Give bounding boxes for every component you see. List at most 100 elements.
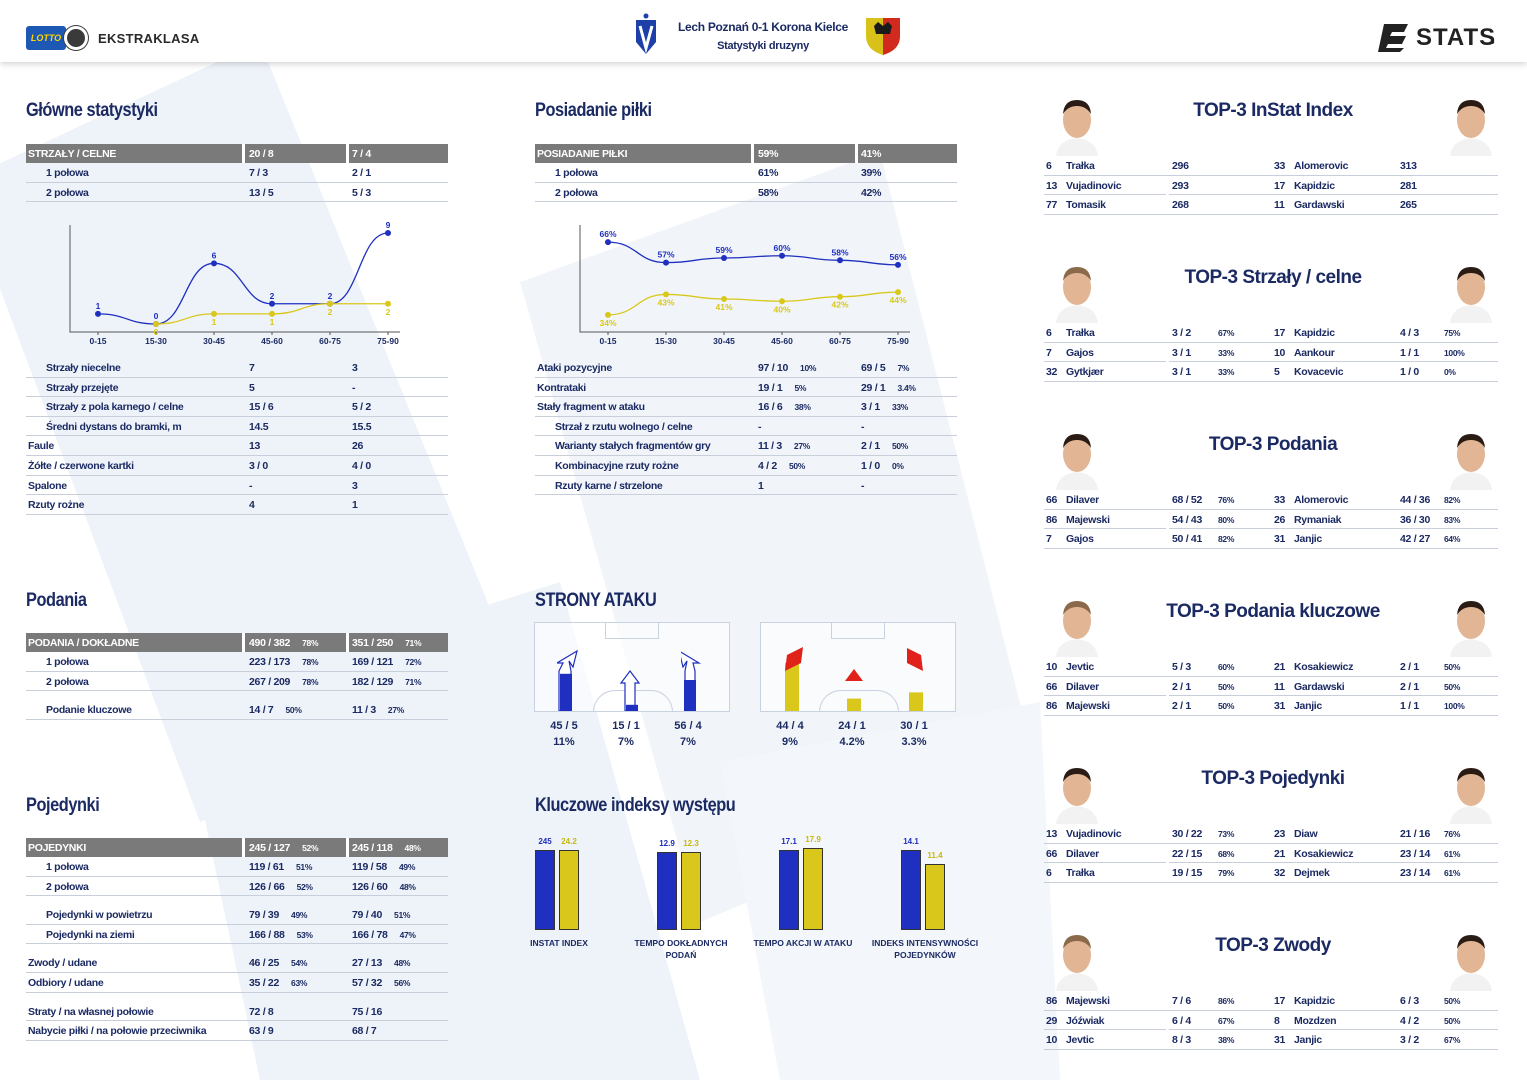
table-row: Ataki pozycyjne 97 / 10 10% 69 / 5 7% bbox=[535, 358, 957, 378]
index-bar bbox=[681, 852, 701, 930]
data-point bbox=[663, 259, 669, 266]
index-label: TEMPO DOKŁADNYCH PODAŃ bbox=[634, 938, 728, 960]
table-row: 86 Majewski 54 / 43 80% 26 Rymaniak 36 / 30 83% bbox=[1044, 509, 1498, 530]
player-photo bbox=[1450, 267, 1492, 323]
attack-value: 15 / 1 7% bbox=[612, 720, 640, 748]
data-point bbox=[269, 300, 275, 307]
duels-table: POJEDYNKI 245 / 127 52% 245 / 118 48% 1 po… bbox=[26, 838, 448, 1041]
table-row: Spalone -3 bbox=[26, 476, 448, 496]
attack-arrow-icon bbox=[557, 649, 578, 711]
section-title-passes: Podania bbox=[26, 590, 87, 611]
header-lech: 20 / 8 bbox=[249, 148, 274, 160]
tick-label: 30-45 bbox=[203, 336, 225, 346]
header-korona: 41% bbox=[861, 148, 882, 160]
top3-title: TOP-3 Zwody bbox=[1215, 935, 1331, 956]
data-label: 6 bbox=[212, 250, 217, 260]
table-row: Zwody / udane 46 / 25 54% 27 / 13 48% bbox=[26, 953, 448, 973]
table-row: Pojedynki na ziemi 166 / 88 53% 166 / 78 47% bbox=[26, 925, 448, 945]
data-label: 34% bbox=[599, 318, 616, 328]
data-label: 1 bbox=[270, 317, 275, 327]
data-label: 66% bbox=[599, 229, 616, 239]
index-value: 245 bbox=[538, 837, 552, 846]
table-row: Rzuty karne / strzelone 1- bbox=[535, 476, 957, 496]
header-label: STRZAŁY / CELNE bbox=[28, 148, 117, 160]
section-title-main: Główne statystyki bbox=[26, 100, 158, 121]
table-row: 86 Majewski 7 / 6 86% 17 Kapidzic 6 / 3 50% bbox=[1044, 991, 1498, 1011]
header-label: POSIADANIE PIŁKI bbox=[537, 148, 628, 160]
attack-arrow-icon bbox=[681, 651, 702, 711]
tick-label: 60-75 bbox=[319, 336, 341, 346]
data-label: 42% bbox=[831, 300, 848, 310]
player-photo bbox=[1450, 935, 1492, 991]
data-label: 0 bbox=[154, 327, 159, 337]
data-point bbox=[211, 260, 217, 267]
index-bar bbox=[779, 850, 799, 930]
data-label: 9 bbox=[386, 220, 391, 230]
table-row: Faule 13 26 bbox=[26, 436, 448, 456]
attack-arrow-icon bbox=[619, 670, 641, 711]
table-row: 1 połowa 223 / 173 78% 169 / 121 72% bbox=[26, 652, 448, 672]
data-point bbox=[605, 311, 611, 318]
data-label: 2 bbox=[328, 291, 333, 301]
index-value: 17.1 bbox=[781, 837, 797, 846]
main-stats-table: STRZAŁY / CELNE 20 / 8 7 / 4 1 połowa 7 /… bbox=[26, 144, 448, 203]
korona-crest-icon bbox=[866, 18, 900, 55]
data-label: 41% bbox=[715, 302, 732, 312]
header-korona: 351 / 250 71% bbox=[352, 637, 422, 649]
data-point bbox=[779, 298, 785, 305]
match-subtitle: Statystyki druzyny bbox=[717, 40, 809, 52]
attack-value: 56 / 4 7% bbox=[674, 720, 702, 748]
data-point bbox=[211, 310, 217, 317]
data-label: 59% bbox=[715, 245, 732, 255]
attack-value: 30 / 1 3.3% bbox=[900, 720, 928, 748]
tick-label: 45-60 bbox=[771, 336, 793, 346]
player-photo bbox=[1450, 768, 1492, 824]
chart-axis bbox=[579, 225, 910, 333]
data-point bbox=[721, 295, 727, 302]
tick-label: 0-15 bbox=[89, 336, 106, 346]
ekstraklasa-ball-icon bbox=[64, 26, 88, 50]
data-point bbox=[721, 255, 727, 262]
table-row: Stały fragment w ataku 16 / 6 38% 3 / 1 33% bbox=[535, 397, 957, 417]
data-point bbox=[95, 310, 101, 317]
table-row: Strzały przejęte 5- bbox=[26, 378, 448, 398]
data-label: 43% bbox=[657, 297, 674, 307]
data-label: 44% bbox=[889, 295, 906, 305]
table-row: Strzał z rzutu wolnego / celne - - bbox=[535, 417, 957, 437]
section-title-attack: STRONY ATAKU bbox=[535, 590, 657, 611]
possession-header: POSIADANIE PIŁKI 59% 41% bbox=[535, 144, 957, 163]
data-label: 2 bbox=[386, 307, 391, 317]
table-row: 29 Jóźwiak 6 / 4 67% 8 Mozdzen 4 / 2 50% bbox=[1044, 1010, 1498, 1031]
table-row: Pojedynki w powietrzu 79 / 39 49% 79 / 40 51… bbox=[26, 905, 448, 925]
index-bar bbox=[803, 848, 823, 930]
data-point bbox=[895, 261, 901, 268]
index-label: INDEKS INTENSYWNOŚCI POJEDYNKÓW bbox=[871, 938, 979, 960]
data-label: 56% bbox=[889, 252, 906, 262]
data-point bbox=[837, 293, 843, 300]
player-photo bbox=[1450, 601, 1492, 657]
data-label: 2 bbox=[328, 307, 333, 317]
tick-label: 15-30 bbox=[655, 336, 677, 346]
data-point bbox=[385, 300, 391, 307]
table-row: Odbiory / udane 35 / 22 63% 57 / 32 56% bbox=[26, 973, 448, 993]
passes-header: PODANIA / DOKŁADNE 490 / 382 78% 351 / 25… bbox=[26, 633, 448, 652]
table-row: Warianty stałych fragmentów gry 11 / 3 27%… bbox=[535, 436, 957, 456]
attack-value: 44 / 4 9% bbox=[776, 720, 804, 748]
page-number: 3 bbox=[1489, 36, 1495, 47]
data-point bbox=[895, 289, 901, 296]
possession-table-2: Ataki pozycyjne 97 / 10 10% 69 / 5 7% Kontrat… bbox=[535, 358, 957, 496]
data-label: 1 bbox=[96, 301, 101, 311]
table-row: 13 Vujadinovic 293 17 Kapidzic 281 bbox=[1044, 175, 1498, 196]
table-row: Podanie kluczowe 14 / 7 50% 11 / 3 27% bbox=[26, 700, 448, 720]
stats-logo-icon bbox=[1378, 24, 1408, 52]
header-lech: 59% bbox=[758, 148, 779, 160]
table-row: Kontrataki 19 / 1 5% 29 / 1 3.4% bbox=[535, 378, 957, 398]
tick-label: 75-90 bbox=[887, 336, 909, 346]
table-row: 10 Jevtic 8 / 3 38% 31 Janjic 3 / 2 67% bbox=[1044, 1030, 1498, 1050]
attack-value: 45 / 5 11% bbox=[550, 720, 578, 748]
data-label: 1 bbox=[212, 317, 217, 327]
table-row: Kombinacyjne rzuty rożne 4 / 2 50% 1 / 0 0% bbox=[535, 456, 957, 476]
